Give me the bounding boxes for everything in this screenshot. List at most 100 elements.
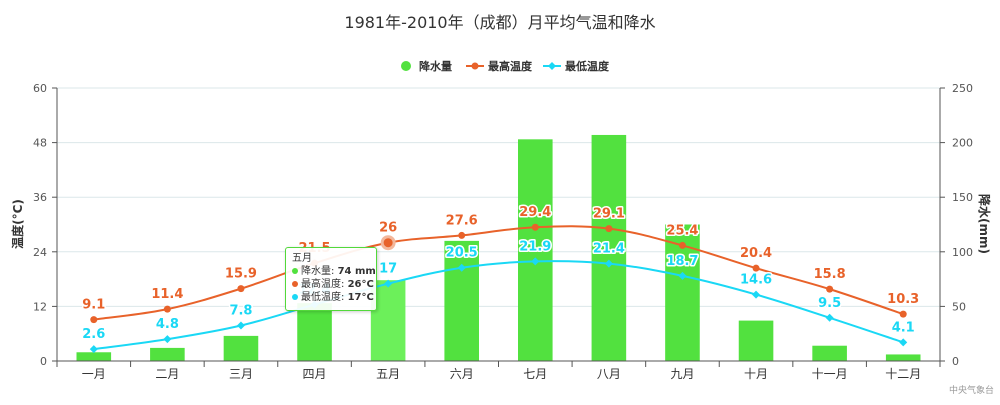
bar-precipitation[interactable] — [76, 352, 112, 361]
data-label-min-temp: 20.5 — [446, 246, 478, 261]
bar-precipitation[interactable] — [444, 240, 480, 361]
bar-precipitation[interactable] — [297, 303, 332, 361]
legend-item[interactable]: 最低温度 — [543, 59, 610, 73]
point-max-temp[interactable] — [458, 231, 466, 239]
legend-label: 最低温度 — [565, 59, 610, 73]
data-label-min-temp: 21.4 — [593, 242, 625, 257]
point-max-temp[interactable] — [237, 285, 245, 293]
credit-text[interactable]: 中央气象台 — [949, 384, 994, 396]
tooltip-row-max: 最高温度: 26°C — [292, 278, 374, 291]
point-max-temp[interactable] — [899, 310, 907, 318]
point-max-temp[interactable] — [531, 223, 539, 231]
data-label-min-temp: 18.7 — [666, 254, 698, 269]
point-min-temp[interactable] — [752, 290, 761, 299]
data-label-min-temp: 9.5 — [818, 296, 841, 311]
bar-precipitation[interactable] — [517, 139, 553, 361]
x-tick-label: 三月 — [229, 367, 253, 381]
bar-precipitation[interactable] — [812, 345, 847, 361]
data-label-max-temp: 20.4 — [740, 246, 772, 261]
data-label-min-temp: 14.6 — [740, 273, 772, 288]
legend-item[interactable]: 最高温度 — [466, 59, 533, 73]
point-min-temp[interactable] — [531, 257, 540, 266]
y-right-tick-label: 100 — [952, 246, 973, 259]
x-tick-label: 八月 — [597, 367, 621, 381]
x-tick-label: 六月 — [450, 367, 474, 381]
data-label-max-temp: 29.1 — [593, 207, 625, 222]
y-right-tick-label: 200 — [952, 137, 973, 150]
point-min-temp[interactable] — [899, 338, 908, 347]
point-max-temp[interactable] — [90, 316, 98, 324]
tooltip-row-min: 最低温度: 17°C — [292, 291, 374, 304]
point-min-temp[interactable] — [457, 263, 466, 272]
tooltip-label: 最高温度 — [301, 279, 341, 290]
x-tick-label: 二月 — [155, 367, 179, 381]
y-left-axis-title: 温度(°C) — [10, 199, 25, 249]
tooltip-value: 26°C — [347, 279, 374, 290]
data-label-min-temp: 2.6 — [82, 327, 105, 342]
grid-lines — [57, 87, 940, 362]
tooltip-label: 最低温度 — [301, 292, 341, 303]
legend-marker — [548, 62, 556, 70]
y-left-tick-label: 48 — [33, 137, 47, 150]
x-tick-label: 一月 — [82, 367, 106, 381]
point-max-temp[interactable] — [826, 285, 834, 293]
tooltip-header: 五月 — [292, 253, 312, 264]
data-label-max-temp: 27.6 — [446, 213, 478, 228]
data-label-max-temp: 29.4 — [519, 205, 551, 220]
point-max-temp[interactable] — [752, 264, 760, 272]
legend-marker — [471, 62, 479, 70]
point-max-temp[interactable] — [678, 241, 686, 249]
y-right-axis-title: 降水(mm) — [977, 194, 992, 254]
line-max-temp[interactable] — [93, 225, 904, 321]
data-labels: 9.111.415.921.52627.629.429.125.420.415.… — [81, 204, 921, 344]
y-left-tick-label: 36 — [33, 191, 47, 204]
legend[interactable]: 降水量 最高温度 最低温度 — [401, 59, 610, 73]
y-right-tick-label: 50 — [952, 300, 966, 313]
y-right-tick-label: 0 — [952, 355, 959, 368]
legend-item[interactable]: 降水量 — [401, 59, 452, 73]
y-left-tick-label: 60 — [33, 82, 47, 95]
point-min-temp[interactable] — [678, 271, 687, 280]
point-min-temp[interactable] — [163, 335, 172, 344]
bar-precipitation[interactable] — [591, 134, 627, 361]
point-min-temp[interactable] — [604, 259, 613, 268]
data-label-min-temp: 4.8 — [156, 317, 179, 332]
tooltip-value: 17°C — [347, 292, 374, 303]
bar-precipitation[interactable] — [738, 320, 774, 361]
y-left-tick-label: 0 — [40, 355, 47, 368]
line-series[interactable] — [89, 223, 908, 354]
data-label-max-temp: 9.1 — [82, 298, 105, 313]
tooltip-row-precip: 降水量: 74 mm — [292, 265, 376, 278]
x-tick-label: 五月 — [376, 367, 400, 381]
tooltip-label: 降水量 — [301, 266, 331, 277]
point-min-temp[interactable] — [825, 313, 834, 322]
point-max-temp[interactable] — [163, 305, 171, 313]
bar-precipitation[interactable] — [223, 335, 259, 361]
bar-precipitation[interactable] — [150, 347, 185, 361]
legend-label: 最高温度 — [488, 59, 533, 73]
x-tick-label: 十二月 — [885, 367, 921, 381]
point-max-temp[interactable] — [605, 225, 613, 233]
y-right-tick-label: 150 — [952, 191, 973, 204]
line-min-temp[interactable] — [93, 260, 904, 351]
data-label-max-temp: 15.9 — [225, 267, 257, 282]
x-tick-label: 十月 — [744, 367, 768, 381]
point-min-temp[interactable] — [89, 345, 98, 354]
point-max-temp[interactable] — [380, 235, 396, 251]
legend-symbol — [401, 61, 411, 71]
point-min-temp[interactable] — [236, 321, 245, 330]
tooltip-value: 74 mm — [337, 266, 376, 277]
point-min-temp[interactable] — [384, 279, 393, 288]
data-label-min-temp: 17 — [379, 262, 397, 277]
y-right-tick-label: 250 — [952, 82, 973, 95]
x-tick-label: 四月 — [303, 367, 327, 381]
y-left-tick-label: 12 — [33, 300, 47, 313]
bar-precipitation[interactable] — [885, 354, 921, 361]
data-label-max-temp: 15.8 — [814, 267, 846, 282]
data-label-max-temp: 25.4 — [666, 223, 698, 238]
data-label-max-temp: 26 — [379, 221, 397, 236]
bar-series[interactable] — [76, 134, 921, 361]
data-label-min-temp: 4.1 — [892, 320, 915, 335]
